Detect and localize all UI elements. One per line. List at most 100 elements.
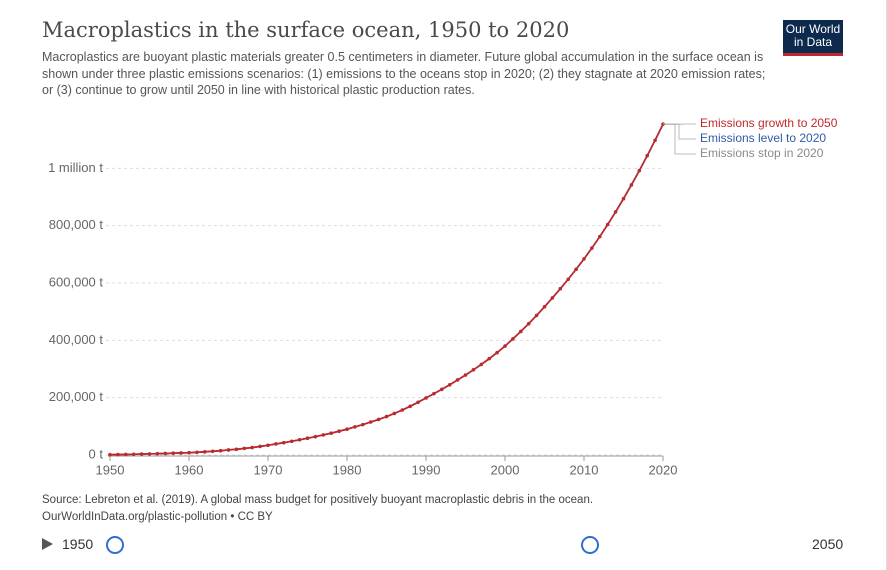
data-point <box>471 368 476 372</box>
data-point <box>368 420 373 424</box>
play-button[interactable] <box>42 538 53 550</box>
data-point <box>163 451 168 456</box>
data-point <box>131 452 136 457</box>
data-point <box>558 286 563 291</box>
data-point <box>203 450 207 454</box>
data-point <box>653 138 657 143</box>
data-point <box>424 396 428 400</box>
data-point <box>210 449 215 454</box>
data-point <box>440 387 444 392</box>
data-point <box>400 408 405 412</box>
legend-label: Emissions level to 2020 <box>700 131 826 145</box>
data-point <box>416 400 420 405</box>
data-point <box>629 183 634 187</box>
data-point <box>124 452 128 457</box>
chart-subtitle: Macroplastics are buoyant plastic materi… <box>42 50 766 97</box>
end-handle[interactable] <box>581 536 599 554</box>
data-point <box>250 445 254 450</box>
data-point <box>534 313 539 318</box>
data-point <box>147 452 152 456</box>
data-point <box>519 329 523 334</box>
timeline-end: 2050 <box>812 536 844 552</box>
data-point <box>432 391 436 396</box>
data-point <box>542 304 547 309</box>
data-point <box>321 433 326 437</box>
data-point <box>511 337 515 341</box>
data-point <box>526 321 531 326</box>
data-point <box>282 440 286 445</box>
data-point <box>155 451 160 456</box>
data-point <box>645 153 649 158</box>
x-tick-label: 1970 <box>254 462 283 477</box>
data-point <box>274 442 278 446</box>
data-point <box>447 382 452 387</box>
source: Source: Lebreton et al. (2019). A global… <box>42 492 593 526</box>
data-point <box>258 444 262 449</box>
data-point <box>305 436 310 441</box>
data-point <box>313 434 318 439</box>
data-point <box>329 431 334 436</box>
data-point <box>605 222 610 227</box>
timeline: 1950 2050 <box>42 536 848 558</box>
data-point <box>487 356 492 361</box>
data-point <box>376 417 381 422</box>
x-tick-label: 2010 <box>570 462 599 477</box>
y-tick-label: 800,000 t <box>49 217 104 232</box>
data-point <box>582 257 586 261</box>
x-tick-label: 2020 <box>649 462 678 477</box>
timeline-start: 1950 <box>62 536 94 552</box>
data-point <box>503 344 507 348</box>
data-point <box>574 267 578 272</box>
data-point <box>590 246 594 250</box>
start-handle[interactable] <box>106 536 124 554</box>
data-point <box>171 451 175 456</box>
legend-connector <box>663 123 696 140</box>
data-point <box>234 447 239 452</box>
url-license: OurWorldInData.org/plastic-pollution • C… <box>42 511 273 523</box>
data-point <box>455 378 460 382</box>
x-tick-label: 1960 <box>175 462 204 477</box>
data-point <box>337 429 341 434</box>
y-tick-label: 1 million t <box>48 160 103 175</box>
legend-label: Emissions stop in 2020 <box>700 146 824 160</box>
x-tick-label: 1980 <box>333 462 362 477</box>
data-point <box>345 427 349 432</box>
series-line <box>109 123 664 456</box>
y-tick-label: 200,000 t <box>49 389 104 404</box>
data-point <box>621 196 626 201</box>
source-text: Source: Lebreton et al. (2019). A global… <box>42 494 594 506</box>
data-point <box>598 234 602 239</box>
data-point <box>187 450 191 455</box>
chart-title: Macroplastics in the surface ocean, 1950… <box>42 18 570 42</box>
data-point <box>566 277 570 282</box>
data-point <box>637 168 642 173</box>
data-point <box>297 438 302 442</box>
data-point <box>139 452 144 456</box>
data-point <box>218 448 223 453</box>
data-point <box>479 362 484 367</box>
data-point <box>266 443 270 448</box>
x-tick-label: 2000 <box>491 462 520 477</box>
data-point <box>108 452 112 457</box>
legend-label: Emissions growth to 2050 <box>700 116 838 130</box>
series-line <box>109 123 664 456</box>
logo[interactable]: Our World in Data <box>783 20 843 56</box>
series-line <box>109 123 664 456</box>
y-tick-label: 600,000 t <box>49 274 104 289</box>
data-point <box>408 404 413 409</box>
data-point <box>613 210 618 214</box>
data-point <box>242 446 247 451</box>
y-tick-label: 0 t <box>89 446 104 461</box>
data-point <box>384 414 389 419</box>
data-point <box>116 452 120 457</box>
data-point <box>392 411 397 416</box>
data-point <box>289 439 294 444</box>
x-tick-label: 1990 <box>412 462 441 477</box>
x-tick-label: 1950 <box>96 462 125 477</box>
data-point <box>495 350 499 355</box>
y-tick-label: 400,000 t <box>49 332 104 347</box>
data-point <box>179 451 183 455</box>
data-point <box>361 422 365 427</box>
